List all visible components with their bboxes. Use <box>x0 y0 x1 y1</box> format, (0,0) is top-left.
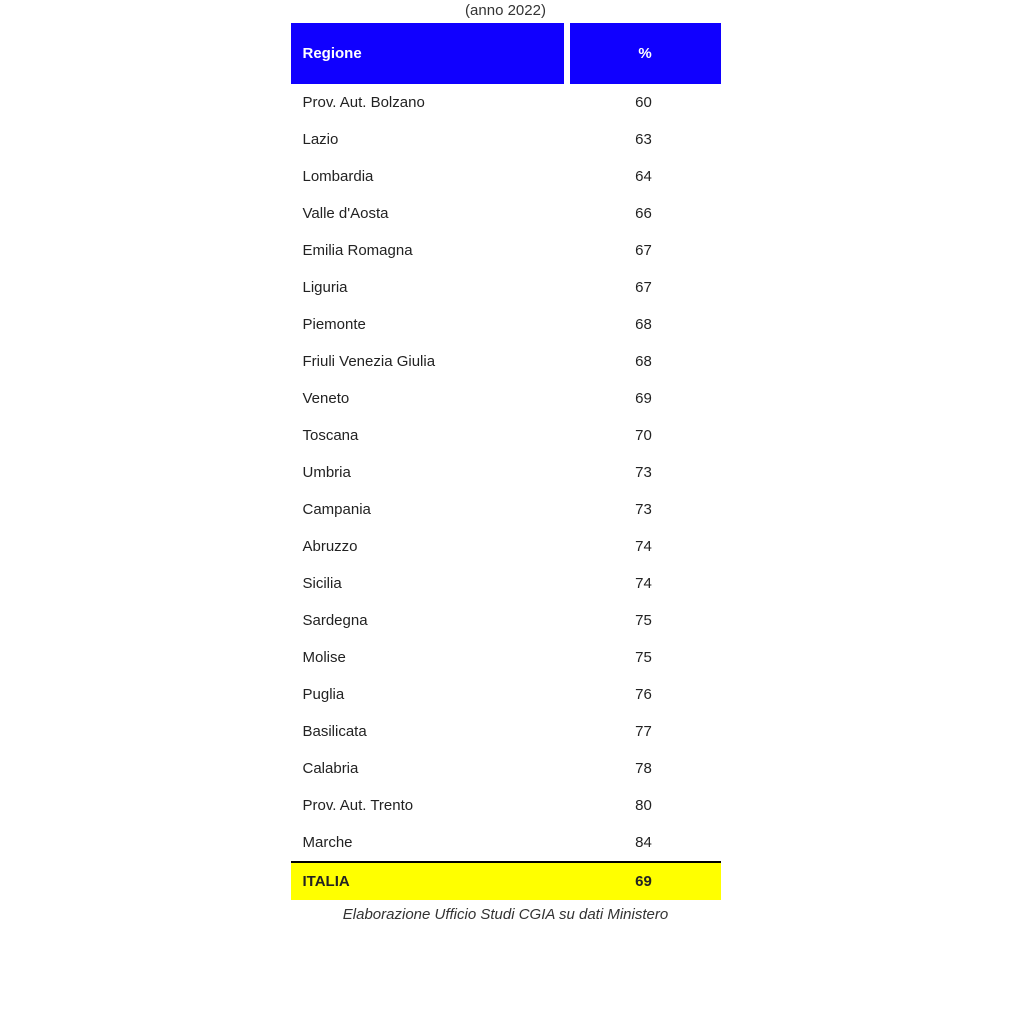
table-row: Toscana70 <box>291 417 721 454</box>
cell-value: 73 <box>567 454 721 491</box>
cell-region: Valle d'Aosta <box>291 195 567 232</box>
cell-value: 69 <box>567 380 721 417</box>
table-row: Liguria67 <box>291 269 721 306</box>
cell-value: 75 <box>567 639 721 676</box>
table-row: Puglia76 <box>291 676 721 713</box>
table-row: Abruzzo74 <box>291 528 721 565</box>
table-row: Prov. Aut. Trento80 <box>291 787 721 824</box>
table-row: Valle d'Aosta66 <box>291 195 721 232</box>
cell-value: 66 <box>567 195 721 232</box>
cell-value: 75 <box>567 602 721 639</box>
table-row: Campania73 <box>291 491 721 528</box>
table-row: Umbria73 <box>291 454 721 491</box>
cell-region: Sardegna <box>291 602 567 639</box>
cell-total-region: ITALIA <box>291 862 567 900</box>
table-subtitle: (anno 2022) <box>291 2 721 19</box>
table-footnote: Elaborazione Ufficio Studi CGIA su dati … <box>291 906 721 923</box>
cell-region: Calabria <box>291 750 567 787</box>
cell-value: 60 <box>567 84 721 121</box>
cell-region: Basilicata <box>291 713 567 750</box>
col-header-percent: % <box>567 23 721 84</box>
table-total-row: ITALIA69 <box>291 862 721 900</box>
cell-region: Puglia <box>291 676 567 713</box>
cell-region: Sicilia <box>291 565 567 602</box>
table-row: Calabria78 <box>291 750 721 787</box>
cell-value: 64 <box>567 158 721 195</box>
cell-region: Toscana <box>291 417 567 454</box>
cell-value: 77 <box>567 713 721 750</box>
cell-region: Prov. Aut. Trento <box>291 787 567 824</box>
cell-value: 74 <box>567 528 721 565</box>
region-percent-table: Regione % Prov. Aut. Bolzano60Lazio63Lom… <box>291 23 721 900</box>
cell-region: Liguria <box>291 269 567 306</box>
cell-region: Campania <box>291 491 567 528</box>
cell-region: Lombardia <box>291 158 567 195</box>
table-row: Veneto69 <box>291 380 721 417</box>
table-row: Lombardia64 <box>291 158 721 195</box>
cell-total-value: 69 <box>567 862 721 900</box>
table-row: Piemonte68 <box>291 306 721 343</box>
table-row: Sicilia74 <box>291 565 721 602</box>
cell-value: 63 <box>567 121 721 158</box>
cell-region: Abruzzo <box>291 528 567 565</box>
cell-region: Marche <box>291 824 567 862</box>
col-header-region: Regione <box>291 23 567 84</box>
cell-value: 84 <box>567 824 721 862</box>
cell-region: Lazio <box>291 121 567 158</box>
table-row: Friuli Venezia Giulia68 <box>291 343 721 380</box>
table-row: Molise75 <box>291 639 721 676</box>
cell-region: Molise <box>291 639 567 676</box>
cell-region: Emilia Romagna <box>291 232 567 269</box>
table-row: Emilia Romagna67 <box>291 232 721 269</box>
cell-value: 67 <box>567 232 721 269</box>
cell-value: 73 <box>567 491 721 528</box>
cell-region: Friuli Venezia Giulia <box>291 343 567 380</box>
cell-value: 67 <box>567 269 721 306</box>
cell-value: 68 <box>567 306 721 343</box>
table-row: Prov. Aut. Bolzano60 <box>291 84 721 121</box>
table-row: Marche84 <box>291 824 721 862</box>
cell-region: Umbria <box>291 454 567 491</box>
table-row: Basilicata77 <box>291 713 721 750</box>
cell-value: 70 <box>567 417 721 454</box>
cell-value: 76 <box>567 676 721 713</box>
cell-value: 74 <box>567 565 721 602</box>
cell-region: Veneto <box>291 380 567 417</box>
cell-value: 68 <box>567 343 721 380</box>
cell-region: Piemonte <box>291 306 567 343</box>
cell-value: 80 <box>567 787 721 824</box>
table-row: Lazio63 <box>291 121 721 158</box>
table-row: Sardegna75 <box>291 602 721 639</box>
cell-value: 78 <box>567 750 721 787</box>
cell-region: Prov. Aut. Bolzano <box>291 84 567 121</box>
table-header-row: Regione % <box>291 23 721 84</box>
